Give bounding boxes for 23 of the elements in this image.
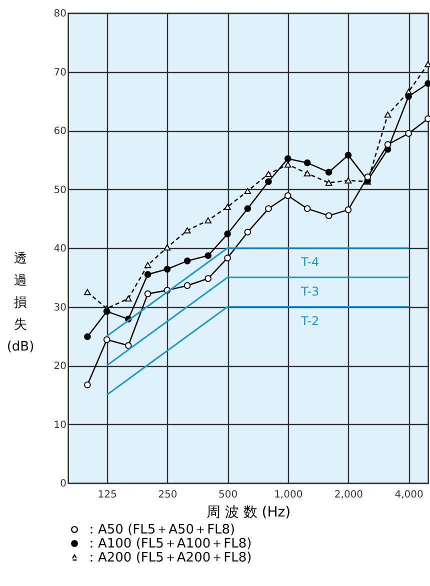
y-tick-label: 50 bbox=[54, 184, 66, 196]
y-tick-label: 60 bbox=[54, 126, 66, 137]
x-tick-label: 500 bbox=[218, 490, 238, 500]
x-tick-label: 250 bbox=[158, 490, 178, 500]
series-label: T-4 bbox=[300, 255, 320, 269]
x-tick-label: 4,000 bbox=[394, 490, 424, 500]
legend-label: ：A50 (FL5＋A50＋FL8) bbox=[85, 522, 236, 538]
x-tick-label: 2,000 bbox=[334, 490, 364, 500]
y-tick-label: 30 bbox=[54, 302, 66, 314]
series-label: T-2 bbox=[300, 314, 320, 328]
legend-label: ：A200 (FL5＋A200＋FL8) bbox=[85, 550, 252, 566]
y-tick-label: 20 bbox=[54, 361, 66, 372]
y-tick-label: 80 bbox=[54, 8, 66, 20]
x-axis-title: 周 波 数 (Hz) bbox=[206, 504, 291, 520]
series-label: T-3 bbox=[300, 284, 320, 298]
legend-label: ：A100 (FL5＋A100＋FL8) bbox=[85, 536, 252, 552]
y-tick-label: 10 bbox=[54, 420, 66, 431]
x-tick-label: 1,000 bbox=[274, 490, 303, 500]
y-tick-label: 40 bbox=[54, 244, 66, 254]
x-tick-label: 125 bbox=[98, 490, 117, 500]
y-tick-label: 0 bbox=[60, 478, 66, 490]
y-axis-title: 透過損失 (dB) bbox=[6, 252, 34, 354]
y-tick-label: 70 bbox=[54, 67, 66, 78]
